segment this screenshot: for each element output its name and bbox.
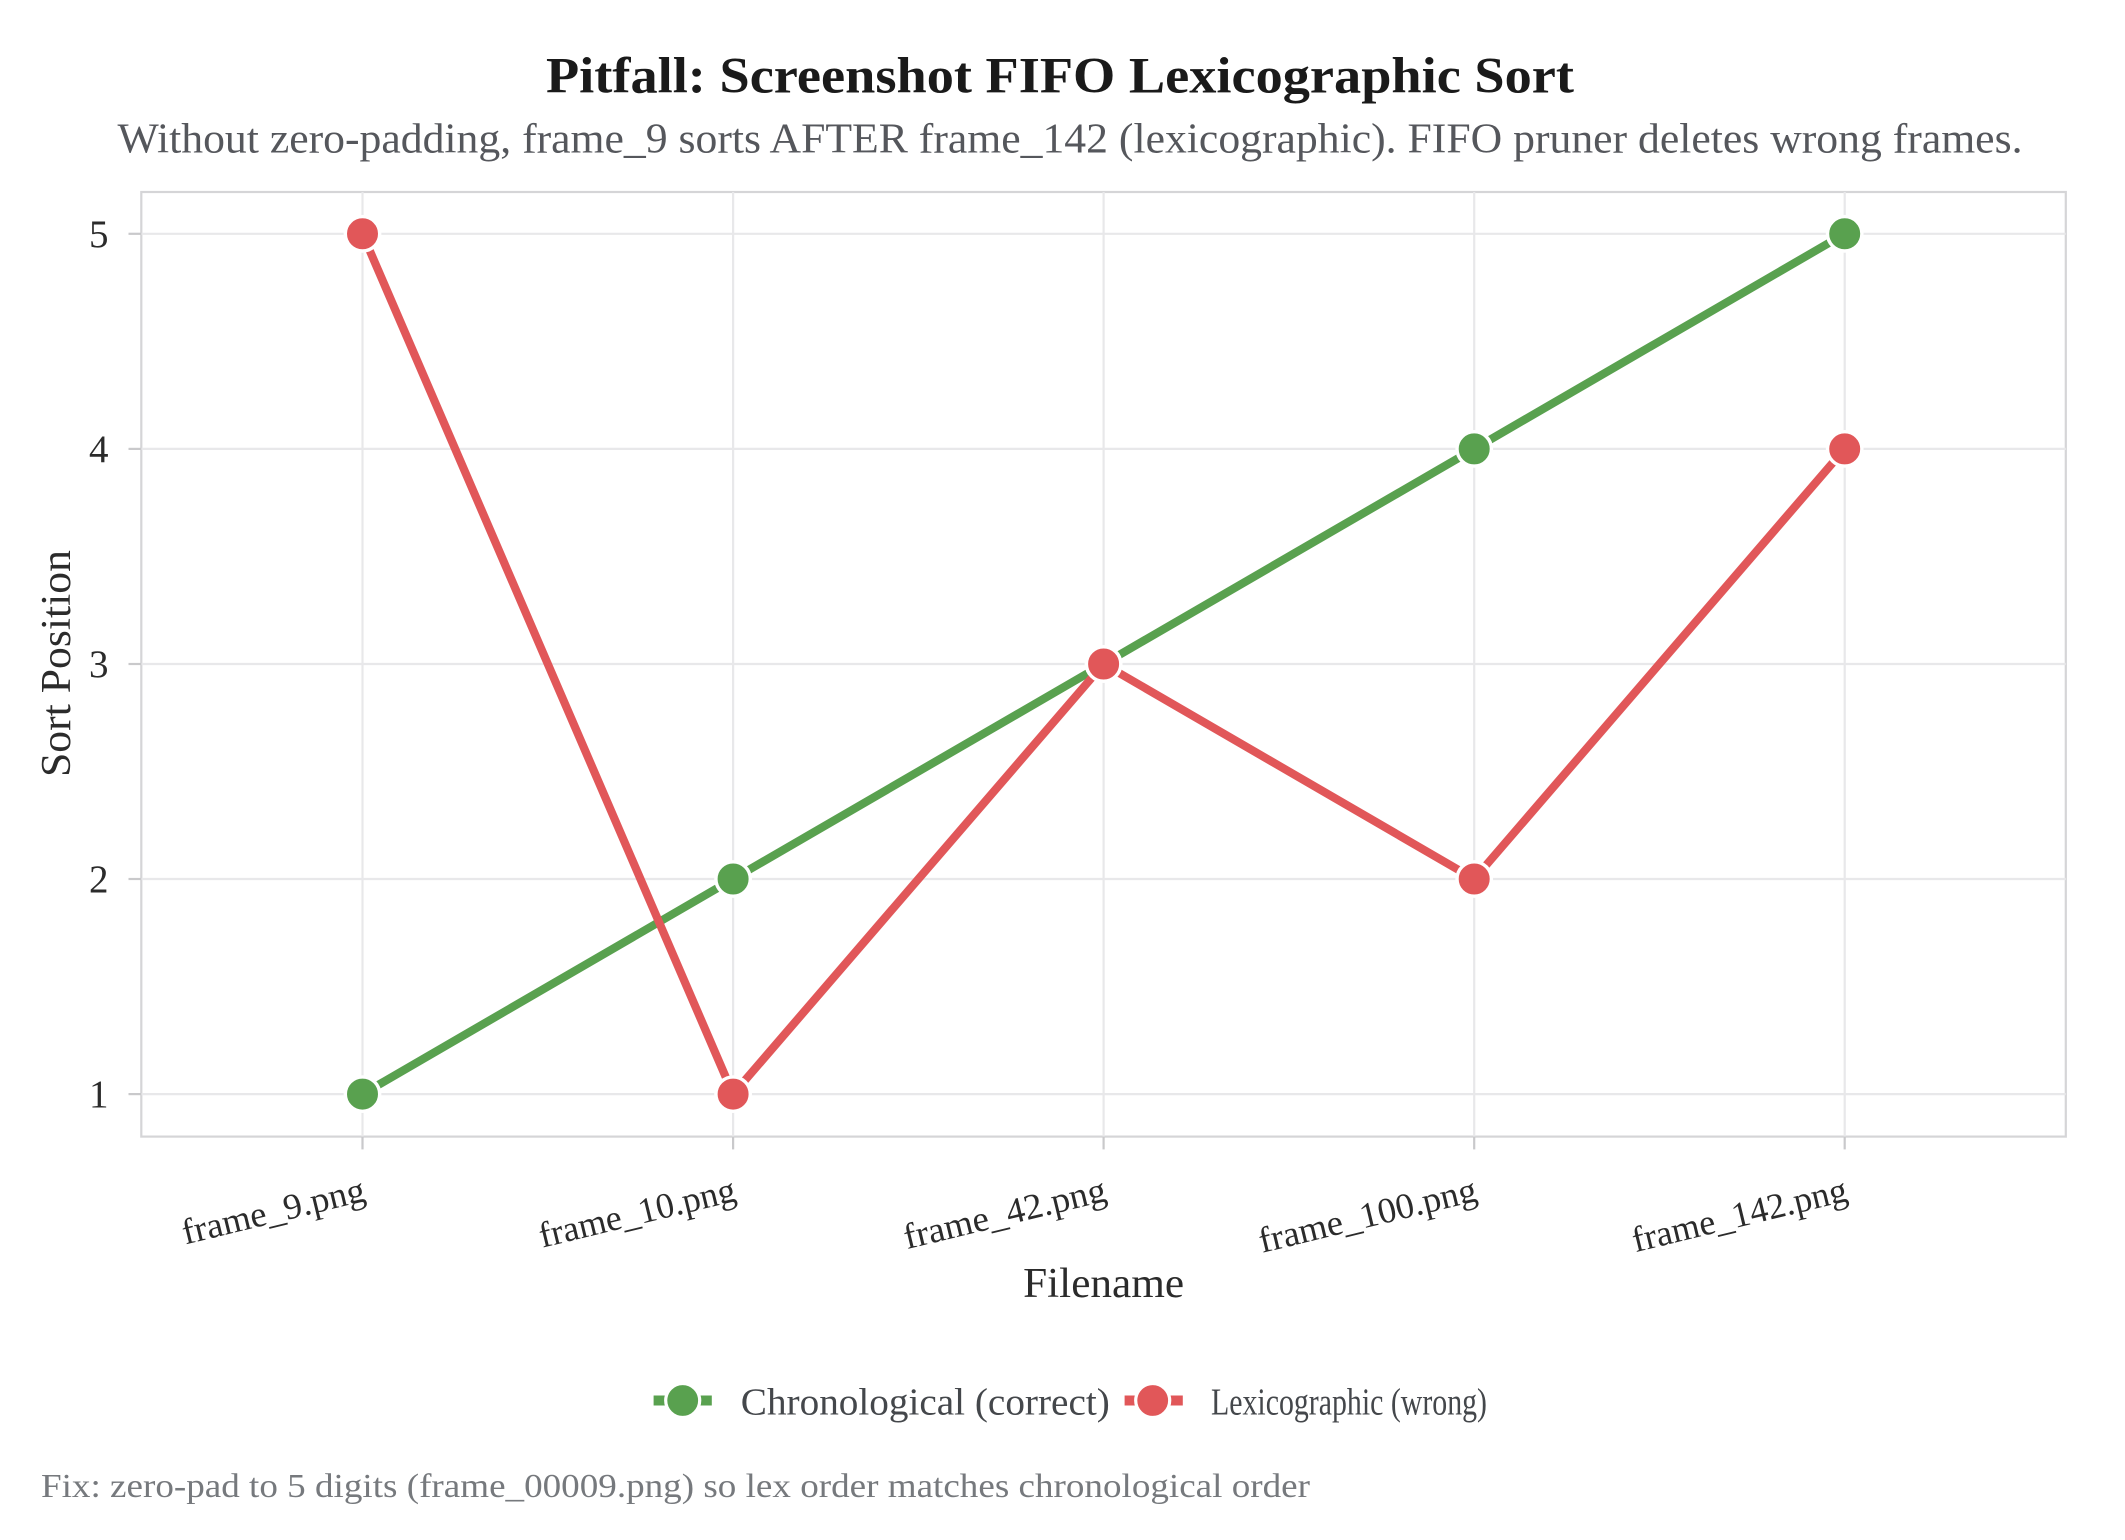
svg-text:1: 1 [89, 1073, 109, 1116]
svg-text:Lexicographic (wrong): Lexicographic (wrong) [1211, 1382, 1487, 1424]
svg-text:Sort Position: Sort Position [34, 550, 80, 777]
svg-text:Chronological (correct): Chronological (correct) [741, 1382, 1110, 1424]
svg-text:Pitfall: Screenshot FIFO Lexic: Pitfall: Screenshot FIFO Lexicographic S… [546, 49, 1574, 105]
svg-text:5: 5 [89, 213, 109, 256]
svg-text:4: 4 [89, 428, 109, 471]
svg-text:2: 2 [89, 858, 109, 901]
svg-text:Without zero-padding, frame_9: Without zero-padding, frame_9 sorts AFTE… [118, 117, 2023, 163]
svg-text:3: 3 [89, 643, 109, 686]
svg-text:Filename: Filename [1023, 1261, 1184, 1307]
svg-text:Fix: zero-pad to 5 digits (fra: Fix: zero-pad to 5 digits (frame_00009.p… [41, 1468, 1311, 1505]
